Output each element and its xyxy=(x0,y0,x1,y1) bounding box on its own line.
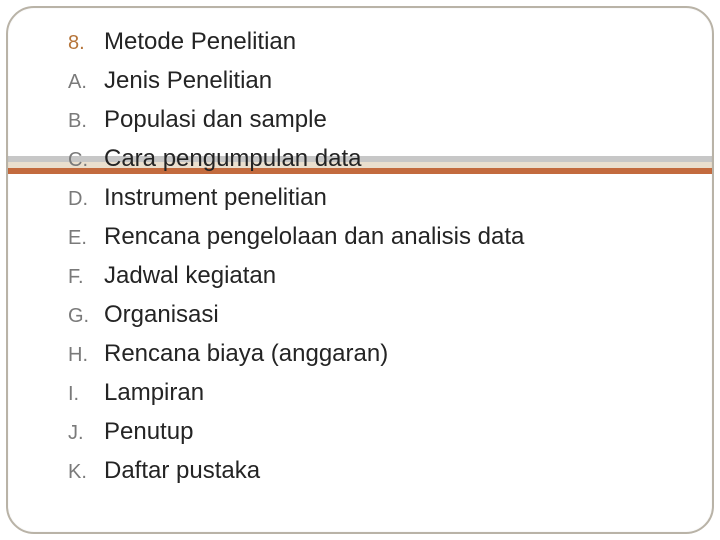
list-item-label: Rencana pengelolaan dan analisis data xyxy=(104,225,524,249)
list-item-label: Cara pengumpulan data xyxy=(104,147,362,171)
list-main-marker: 8. xyxy=(68,33,104,53)
list-item-marker: D. xyxy=(68,189,104,209)
slide-container: 8. Metode Penelitian A.Jenis PenelitianB… xyxy=(0,0,720,540)
content-area: 8. Metode Penelitian A.Jenis PenelitianB… xyxy=(68,30,680,498)
list-item: H.Rencana biaya (anggaran) xyxy=(68,342,680,381)
list-item-label: Jadwal kegiatan xyxy=(104,264,276,288)
list-item-marker: A. xyxy=(68,72,104,92)
list-item: G.Organisasi xyxy=(68,303,680,342)
list-item: F.Jadwal kegiatan xyxy=(68,264,680,303)
list-item: B.Populasi dan sample xyxy=(68,108,680,147)
list-item-marker: B. xyxy=(68,111,104,131)
list-item-label: Instrument penelitian xyxy=(104,186,327,210)
list-item-marker: F. xyxy=(68,267,104,287)
list-sub-items: A.Jenis PenelitianB.Populasi dan sampleC… xyxy=(68,69,680,498)
list-item: E.Rencana pengelolaan dan analisis data xyxy=(68,225,680,264)
list-item-label: Populasi dan sample xyxy=(104,108,327,132)
list-item: D.Instrument penelitian xyxy=(68,186,680,225)
list-item-marker: H. xyxy=(68,345,104,365)
list-item-label: Rencana biaya (anggaran) xyxy=(104,342,388,366)
list-item: K.Daftar pustaka xyxy=(68,459,680,498)
list-item-label: Jenis Penelitian xyxy=(104,69,272,93)
list-item-marker: I. xyxy=(68,384,104,404)
list-item: I.Lampiran xyxy=(68,381,680,420)
list-item-marker: C. xyxy=(68,150,104,170)
list-item: J.Penutup xyxy=(68,420,680,459)
list-item-marker: E. xyxy=(68,228,104,248)
list-item-label: Organisasi xyxy=(104,303,219,327)
list-item-marker: J. xyxy=(68,423,104,443)
list-item-label: Penutup xyxy=(104,420,193,444)
list-item: A.Jenis Penelitian xyxy=(68,69,680,108)
list-item-label: Daftar pustaka xyxy=(104,459,260,483)
list-item: C.Cara pengumpulan data xyxy=(68,147,680,186)
list-item-marker: K. xyxy=(68,462,104,482)
list-item-label: Lampiran xyxy=(104,381,204,405)
list-item-marker: G. xyxy=(68,306,104,326)
list-main-row: 8. Metode Penelitian xyxy=(68,30,680,69)
list-main-label: Metode Penelitian xyxy=(104,30,296,54)
